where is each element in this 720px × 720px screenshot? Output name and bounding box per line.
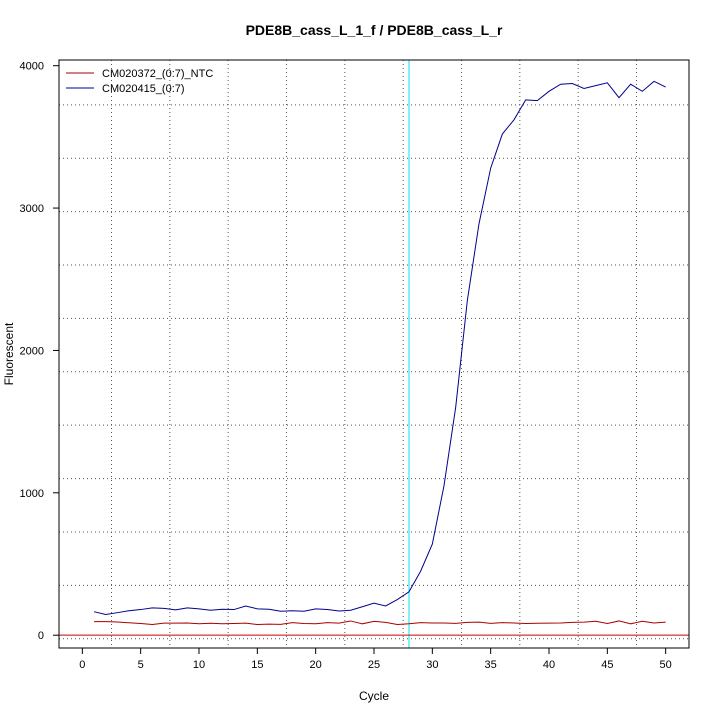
legend: CM020372_(0:7)_NTC CM020415_(0:7) xyxy=(66,68,213,95)
y-tick-label: 4000 xyxy=(20,61,44,73)
x-tick-label: 15 xyxy=(251,659,263,671)
x-tick-label: 0 xyxy=(79,659,85,671)
x-tick-label: 25 xyxy=(368,659,380,671)
x-tick-label: 10 xyxy=(193,659,205,671)
legend-label-1: CM020372_(0:7)_NTC xyxy=(102,68,213,80)
x-tick-label: 35 xyxy=(485,659,497,671)
y-tick-label: 2000 xyxy=(20,345,44,357)
x-tick-label: 20 xyxy=(310,659,322,671)
y-tick-label: 3000 xyxy=(20,203,44,215)
y-tick-label: 1000 xyxy=(20,488,44,500)
x-tick-label: 50 xyxy=(660,659,672,671)
x-tick-label: 40 xyxy=(543,659,555,671)
y-tick-label: 0 xyxy=(38,630,44,642)
x-tick-label: 45 xyxy=(601,659,613,671)
x-axis-label: Cycle xyxy=(359,689,389,703)
y-axis: 0 1000 2000 3000 4000 xyxy=(20,61,59,642)
series-line-2 xyxy=(93,80,666,616)
x-axis: 0 5 10 15 20 25 30 35 40 45 50 xyxy=(79,648,672,671)
legend-label-2: CM020415_(0:7) xyxy=(102,83,185,95)
chart-title: PDE8B_cass_L_1_f / PDE8B_cass_L_r xyxy=(246,22,503,38)
series-line-1 xyxy=(94,620,666,626)
x-tick-label: 30 xyxy=(426,659,438,671)
data-series xyxy=(93,80,666,626)
y-axis-label: Fluorescent xyxy=(2,322,16,385)
reference-lines xyxy=(59,60,689,648)
x-tick-label: 5 xyxy=(138,659,144,671)
grid xyxy=(59,60,689,648)
